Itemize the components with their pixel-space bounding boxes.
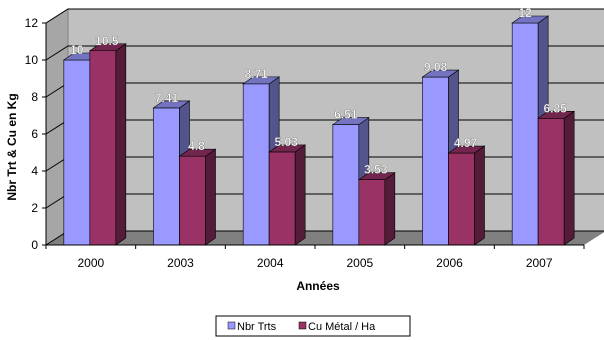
y-tick-label: 4 [31,164,38,178]
bar-top [268,144,307,153]
x-axis-ticks: 2000 2003 2004 2005 2006 2007 [45,245,585,270]
bar-side [294,144,306,246]
bar-front [179,155,206,246]
bar-top [242,76,281,85]
y-axis-ticks: 0 2 4 6 8 10 12 [25,16,46,252]
bar-cu-metal-2000 [88,43,127,246]
data-label-nbr-trts: 12 [518,6,532,20]
legend-label-nbr-trts: Nbr Trts [237,321,277,333]
bar-cu-metal-2006 [447,145,486,246]
data-label-cu-metal: 4.8 [188,139,205,153]
data-labels-group: 10 10.5 7.41 4.8 8.71 5.03 6.51 3.53 9.08 4.97 12 6… [70,6,567,177]
bar-front [153,107,180,246]
gridline [45,45,604,61]
y-tick-label: 6 [31,127,38,141]
y-tick-label: 0 [31,238,38,252]
bar-side [115,43,127,246]
x-tick-label: 2006 [436,256,463,270]
y-tick-label: 2 [31,201,38,215]
bar-cu-metal-2004 [268,144,307,246]
bar-top [357,172,396,180]
x-tick-label: 2000 [77,256,104,270]
bars-group [62,15,576,246]
y-tick-label: 10 [25,53,39,67]
bar-front [242,83,270,246]
bar-front [422,76,449,246]
bar-top [447,145,486,154]
bar-front [89,50,117,246]
bar-front [358,179,386,246]
bar-front [448,152,475,246]
bar-cu-metal-2007 [537,110,576,246]
bar-top [511,15,550,24]
legend: Nbr Trts Cu Métal / Ha [215,315,411,337]
gridline [45,8,604,24]
y-tick-label: 12 [25,16,39,30]
data-label-nbr-trts: 6.51 [334,108,358,122]
bar-cu-metal-2005 [357,172,396,246]
bar-side [474,145,485,246]
data-label-cu-metal: 6.85 [543,101,567,115]
bar-top [331,117,370,125]
x-tick-label: 2007 [526,256,553,270]
data-label-nbr-trts: 7.41 [155,91,179,105]
data-label-nbr-trts: 9.08 [424,60,448,74]
legend-swatch-cu-metal [298,321,307,330]
y-tick-label: 8 [31,90,38,104]
bar-side [205,148,216,246]
bar-side [563,110,575,246]
bar-side [384,172,396,246]
bar-top [88,43,127,52]
legend-swatch-nbr-trts [227,321,236,330]
data-label-cu-metal: 4.97 [454,136,478,150]
bar-front [332,124,360,246]
legend-label-cu-metal: Cu Métal / Ha [308,321,376,333]
y-axis-title: Nbr Trt & Cu en Kg [5,93,19,200]
data-label-nbr-trts: 10 [70,43,84,57]
bar-top [537,110,576,119]
data-label-cu-metal: 3.53 [364,163,388,177]
data-label-cu-metal: 10.5 [95,34,119,48]
bar-front [268,151,296,246]
x-tick-label: 2005 [346,256,373,270]
bar-cu-metal-2003 [178,148,217,246]
x-tick-label: 2003 [167,256,194,270]
bar-top [178,148,217,157]
bar-front [511,22,539,246]
bar-top [421,69,460,78]
data-label-nbr-trts: 8.71 [244,67,268,81]
bar-front [63,59,91,246]
x-axis-title: Années [296,279,340,293]
bar-top [152,100,191,109]
bar-front [537,117,565,246]
data-label-cu-metal: 5.03 [274,135,298,149]
x-tick-label: 2004 [257,256,284,270]
legend-box [215,315,411,337]
